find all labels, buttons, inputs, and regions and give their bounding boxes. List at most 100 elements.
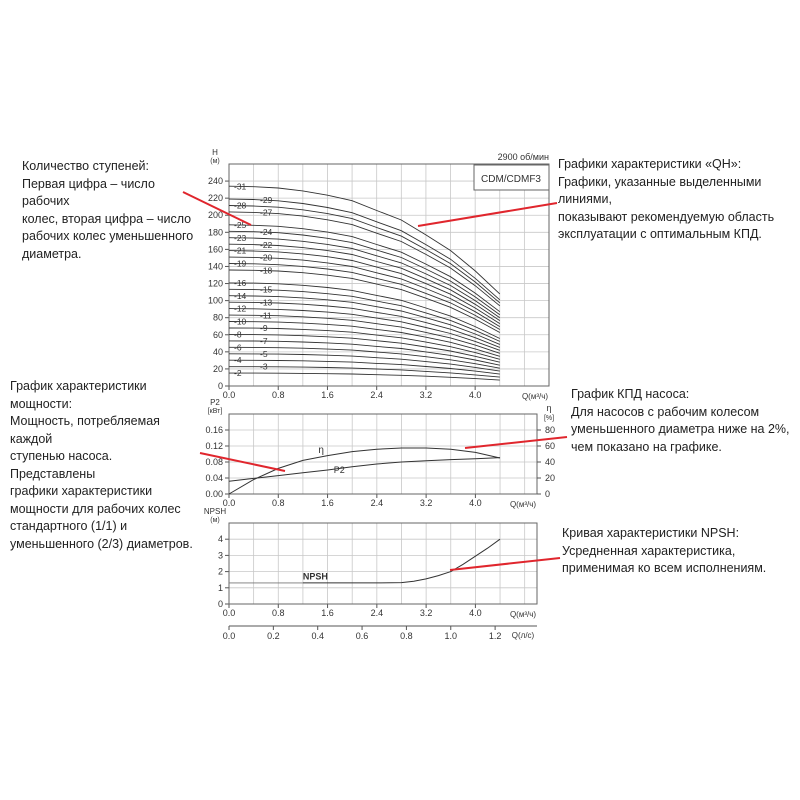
stage-label: -9 (260, 323, 268, 333)
y-tick-label: 4 (218, 534, 223, 544)
qh-curve-12 (228, 308, 500, 351)
note-line: мощности для рабочих колес (10, 501, 181, 516)
y2-axis-unit: [%] (544, 415, 554, 422)
qh-curve-4 (228, 359, 500, 375)
note-npsh: Кривая характеристики NPSH: Усредненная х… (562, 525, 796, 578)
note-line: Кривая характеристики NPSH: (562, 526, 740, 540)
annotation-pointer (464, 436, 568, 449)
note-qh: Графики характеристики «QH»: Графики, ука… (558, 156, 796, 244)
y-tick-label: 60 (213, 330, 223, 340)
qh-curve-27 (228, 211, 501, 307)
y-tick-label: 0 (218, 381, 223, 391)
stage-label: -21 (234, 246, 247, 256)
note-line: График характеристики мощности: (10, 379, 147, 411)
note-line: стандартного (1/1) и (10, 519, 128, 533)
note-line: Графики характеристики «QH»: (558, 157, 742, 171)
secondary-x-tick-label: 0.6 (356, 631, 369, 641)
stage-label: -2 (234, 368, 242, 378)
x-tick-label: 0.8 (272, 608, 285, 618)
note-power: График характеристики мощности: Мощность,… (10, 378, 200, 553)
qh-curve-23 (228, 237, 501, 319)
qh-curve-14 (228, 295, 500, 345)
stage-label: -31 (234, 181, 247, 191)
qh-curve-6 (228, 346, 500, 369)
note-line: рабочих колес уменьшенного (22, 229, 194, 243)
x-tick-label: 3.2 (420, 390, 433, 400)
note-line: Мощность, потребляемая каждой (10, 414, 160, 446)
y-axis-label: H (212, 148, 218, 157)
note-line: чем показано на графике. (571, 439, 722, 454)
qh-curve-9 (228, 327, 500, 360)
stage-label: -8 (234, 329, 242, 339)
x-tick-label: 0.0 (223, 498, 236, 508)
qh-curve-28 (228, 205, 501, 304)
note-line: Количество ступеней: (22, 159, 149, 173)
y-tick-label: 180 (208, 227, 223, 237)
secondary-x-axis-label: Q(л/с) (512, 631, 535, 640)
p2-curve (228, 457, 501, 482)
note-line: колес, вторая цифра – число (22, 211, 192, 226)
secondary-x-tick-label: 0.4 (311, 631, 324, 641)
stage-label: -15 (260, 285, 273, 295)
y-tick-label: 0.12 (205, 441, 223, 451)
y2-tick-label: 40 (545, 457, 555, 467)
secondary-x-tick-label: 0.0 (223, 631, 236, 641)
y-tick-label: 3 (218, 550, 223, 560)
y-axis-unit: [кВт] (208, 408, 223, 415)
npsh-curve (302, 538, 501, 584)
qh-curve-29 (228, 198, 501, 301)
x-tick-label: 4.0 (469, 390, 482, 400)
stage-label: -27 (260, 208, 273, 218)
qh-curve-19 (228, 263, 501, 330)
note-line: графики характеристики (10, 484, 153, 498)
note-line: эксплуатации с оптимальным КПД. (558, 227, 762, 241)
note-line: уменьшенного диаметра ниже на 2%, (571, 422, 790, 436)
note-line: Первая цифра – число рабочих (22, 176, 155, 209)
y-tick-label: 0 (218, 599, 223, 609)
efficiency-label: η (318, 445, 324, 456)
stage-label: -14 (234, 291, 247, 301)
qh-curve-3 (229, 366, 500, 378)
efficiency-curve (228, 447, 501, 495)
y-tick-label: 240 (208, 176, 223, 186)
qh-curve-22 (228, 243, 501, 321)
stage-label: -4 (234, 355, 242, 365)
stage-label: -23 (234, 233, 247, 243)
annotation-pointer (449, 557, 561, 571)
x-tick-label: 3.2 (420, 608, 433, 618)
y-tick-label: 40 (213, 347, 223, 357)
y2-tick-label: 20 (545, 473, 555, 483)
qh-curve-10 (228, 321, 500, 357)
stage-label: -10 (234, 317, 247, 327)
x-tick-label: 1.6 (321, 390, 334, 400)
x-tick-label: 3.2 (420, 498, 433, 508)
note-stages: Количество ступеней: Первая цифра – число… (22, 158, 204, 263)
stage-label: -6 (234, 342, 242, 352)
stage-label: -19 (234, 259, 247, 269)
qh-curve-15 (228, 288, 500, 342)
secondary-x-tick-label: 1.0 (445, 631, 458, 641)
qh-curve-7 (228, 340, 500, 366)
y-tick-label: 200 (208, 210, 223, 220)
npsh-label: NPSH (303, 572, 328, 582)
y-tick-label: 0.16 (205, 425, 223, 435)
note-line: ступенью насоса. Представлены (10, 449, 113, 481)
y-tick-label: 160 (208, 244, 223, 254)
x-axis-label: Q(м³/ч) (522, 392, 548, 401)
x-tick-label: 2.4 (371, 498, 384, 508)
y-tick-label: 100 (208, 296, 223, 306)
speed-label: 2900 об/мин (498, 152, 549, 162)
qh-curve-24 (228, 230, 501, 316)
y-tick-label: 120 (208, 279, 223, 289)
qh-curve-5 (228, 353, 500, 372)
stage-label: -5 (260, 349, 268, 359)
stage-label: -25 (234, 220, 247, 230)
qh-curve-8 (228, 333, 500, 363)
model-title: CDM/CDMF3 (481, 174, 541, 185)
y-tick-label: 0.04 (205, 473, 223, 483)
qh-curve-25 (228, 224, 501, 313)
stage-label: -3 (260, 362, 268, 372)
y-tick-label: 1 (218, 583, 223, 593)
x-tick-label: 1.6 (321, 608, 334, 618)
